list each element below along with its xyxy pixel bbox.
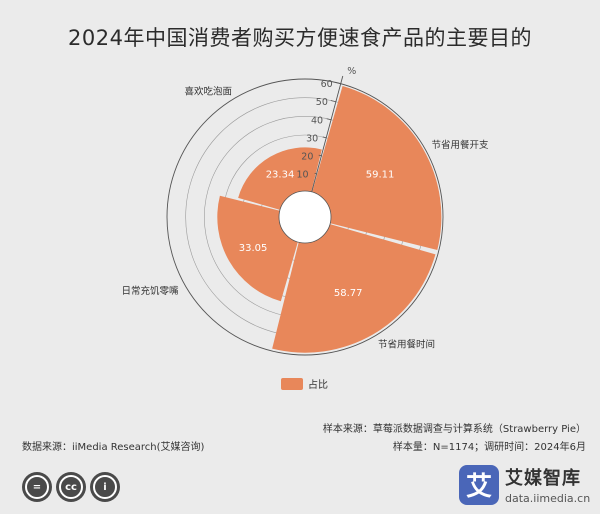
category-label: 喜欢吃泡面 [184, 86, 232, 98]
chart-title: 2024年中国消费者购买方便速食产品的主要目的 [68, 26, 532, 50]
axis-tick [326, 118, 332, 121]
axis-tick [330, 100, 336, 103]
outer-circle [166, 78, 444, 356]
axis-tick-label: 10 [296, 169, 308, 180]
brand-url: data.iimedia.cn [505, 492, 591, 505]
axis-tick-label: 30 [306, 133, 318, 144]
data-label: 58.77 [334, 288, 363, 299]
axis-tick [318, 154, 322, 157]
axis-tick-label: 20 [301, 151, 313, 162]
person-icon: i [90, 472, 120, 502]
data-label: 59.11 [366, 170, 395, 181]
axis-tick-label: 60 [321, 79, 333, 90]
brand-logo: 艾 [459, 464, 499, 505]
category-label: 日常充饥零嘴 [122, 285, 180, 297]
bar-sector-3 [238, 147, 322, 210]
inner-circle [278, 190, 332, 244]
category-label: 节省用餐时间 [378, 338, 435, 350]
bar-sector-2 [217, 195, 298, 302]
data-source: 数据来源：iiMedia Research(艾媒咨询) [22, 442, 205, 453]
axis-tick-label: 40 [311, 115, 323, 126]
axis-tick [334, 81, 341, 85]
category-label: 节省用餐开支 [431, 139, 489, 151]
bar-sector-0 [312, 85, 442, 250]
data-label: 33.05 [239, 243, 268, 254]
chart-legend[interactable]: 占比 [281, 376, 328, 391]
brand[interactable]: 艾 艾媒智库 data.iimedia.cn [459, 464, 590, 505]
bar-sector-1 [272, 224, 436, 353]
axis-tick [322, 136, 327, 139]
license-icons: = cc i [22, 472, 120, 502]
data-label: 23.34 [266, 170, 295, 181]
equals-icon: = [22, 472, 52, 502]
cc-icon: cc [56, 472, 86, 502]
axis-unit-label: % [347, 66, 356, 77]
polar-bar-chart: 59.11 节省用餐开支 58.77 节省用餐时间 33.05 日常充饥零嘴 23.34 喜欢… [122, 66, 489, 356]
legend-label: 占比 [308, 380, 328, 391]
axis-tick-label: 50 [316, 97, 328, 108]
legend-swatch [281, 377, 303, 390]
sample-source: 样本来源：草莓派数据调查与计算系统（Strawberry Pie） [322, 424, 586, 435]
radial-axis [311, 75, 344, 193]
sample-size: 样本量：N=1174；调研时间：2024年6月 [392, 442, 586, 453]
brand-name: 艾媒智库 [505, 468, 581, 489]
